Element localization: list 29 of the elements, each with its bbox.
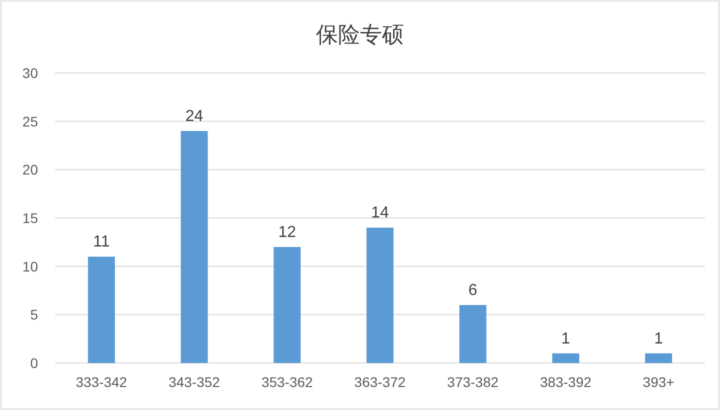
data-label: 14 [371,204,389,222]
data-label: 12 [278,224,296,241]
chart-title: 保险专硕 [316,22,404,47]
bar [88,256,115,363]
x-tick-label: 373-382 [447,374,499,390]
data-label: 24 [185,108,204,125]
x-tick-label: 363-372 [354,374,406,390]
x-tick-label: 333-342 [76,374,128,390]
y-tick-label: 20 [22,162,38,178]
data-label: 11 [93,234,110,251]
y-tick-label: 30 [22,65,38,81]
bar [274,247,301,363]
bar [180,131,208,363]
x-tick-label: 383-392 [540,374,592,390]
y-tick-label: 25 [22,113,38,130]
y-tick-label: 10 [22,258,38,274]
data-label: 1 [654,330,664,348]
x-tick-label: 393+ [642,374,674,390]
y-tick-label: 5 [30,306,38,323]
data-label: 1 [561,330,570,348]
y-tick-label: 0 [30,355,38,371]
bar [552,353,580,363]
bar [645,353,672,363]
data-label: 6 [468,282,478,299]
y-tick-label: 15 [22,210,38,226]
bar [366,228,394,363]
bar [459,305,486,363]
x-tick-label: 343-352 [168,374,220,390]
x-tick-label: 353-362 [261,374,314,390]
